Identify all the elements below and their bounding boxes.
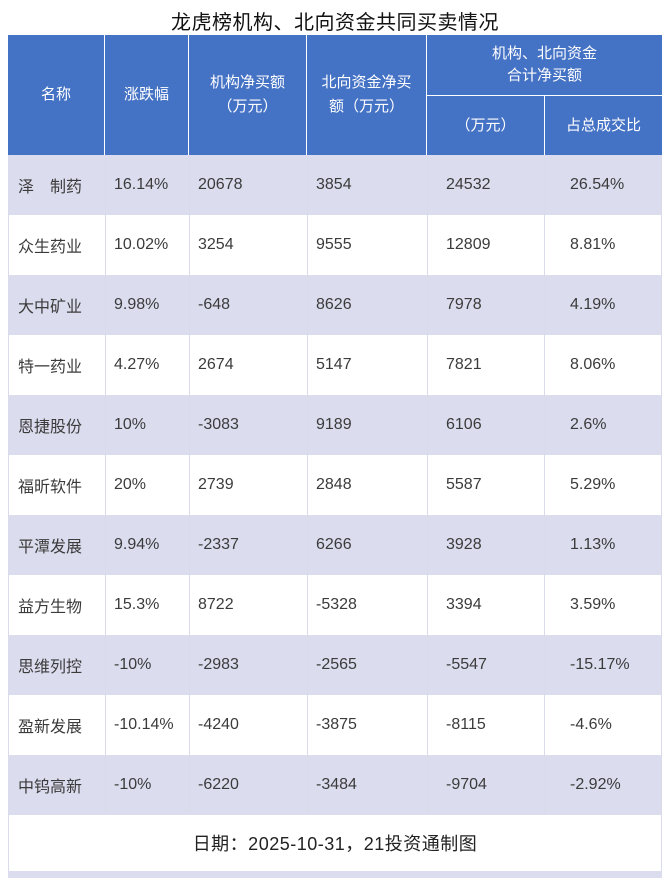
cell-turnover-ratio: 3.59%: [570, 596, 616, 613]
cell-combined-net-buy: 3394: [428, 575, 545, 635]
cell-combined-net-buy: 7821: [428, 335, 545, 395]
cell-institution-net-buy: 3254: [190, 215, 308, 275]
header-combined-net-buy-line2: 合计净买额: [506, 67, 582, 84]
table-row: 福昕软件 20% 2739 2848 5587 5.29%: [8, 455, 662, 515]
header-combined-net-buy-line1: 机构、北向资金: [491, 45, 597, 62]
cell-institution-net-buy: 2674: [190, 335, 308, 395]
cell-change-percent: 10%: [106, 395, 190, 455]
cell-stock-name: 中钨高新: [9, 755, 106, 815]
cell-institution-net-buy: -3083: [190, 395, 308, 455]
header-stock-name: 名称: [8, 35, 105, 155]
cell-institution-net-buy: 8722: [190, 575, 308, 635]
cell-change-percent: 9.98%: [106, 275, 190, 335]
cell-stock-name: 平潭发展: [9, 515, 106, 575]
cell-northbound-net-buy: -5328: [308, 575, 428, 635]
cell-combined-net-buy: -8115: [428, 695, 545, 755]
table-body: 泽 制药 16.14% 20678 3854 24532 26.54% 众生药业…: [8, 155, 662, 815]
cell-northbound-net-buy: -3484: [308, 755, 428, 815]
cell-turnover-ratio: 5.29%: [570, 476, 616, 493]
cell-northbound-net-buy: 2848: [308, 455, 428, 515]
cell-combined-net-buy: -5547: [428, 635, 545, 695]
header-institution-net-buy-line2: （万元）: [217, 98, 278, 115]
cell-turnover-ratio: -2.92%: [570, 776, 621, 793]
cell-institution-net-buy: 2739: [190, 455, 308, 515]
cell-change-percent: 4.27%: [106, 335, 190, 395]
table-footer-note: 日期：2025-10-31，21投资通制图: [8, 815, 662, 871]
cell-turnover-ratio: 2.6%: [570, 416, 607, 433]
cell-northbound-net-buy: -2565: [308, 635, 428, 695]
cell-combined-net-buy: 3928: [428, 515, 545, 575]
cell-institution-net-buy: -648: [190, 275, 308, 335]
cell-institution-net-buy: -2337: [190, 515, 308, 575]
header-combined-amount-unit: （万元）: [455, 116, 516, 134]
cell-northbound-net-buy: 5147: [308, 335, 428, 395]
cell-turnover-ratio: 26.54%: [570, 176, 625, 193]
cell-stock-name: 大中矿业: [9, 275, 106, 335]
table-row: 泽 制药 16.14% 20678 3854 24532 26.54%: [8, 155, 662, 215]
header-change-percent: 涨跌幅: [105, 35, 189, 155]
header-northbound-net-buy: 北向资金净买 额（万元）: [307, 35, 427, 155]
header-institution-net-buy: 机构净买额 （万元）: [189, 35, 307, 155]
cell-stock-name: 福昕软件: [9, 455, 106, 515]
cell-combined-net-buy: 12809: [428, 215, 545, 275]
table-header: 名称 涨跌幅 机构净买额 （万元） 北向资金净买 额（万元） 机构、北向资金 合…: [8, 35, 662, 155]
table-row: 众生药业 10.02% 3254 9555 12809 8.81%: [8, 215, 662, 275]
table-row: 思维列控 -10% -2983 -2565 -5547 -15.17%: [8, 635, 662, 695]
cell-institution-net-buy: -2983: [190, 635, 308, 695]
cell-turnover-ratio: 1.13%: [570, 536, 616, 553]
data-table: 名称 涨跌幅 机构净买额 （万元） 北向资金净买 额（万元） 机构、北向资金 合…: [8, 35, 662, 878]
cell-combined-net-buy: 6106: [428, 395, 545, 455]
header-combined-net-buy: 机构、北向资金 合计净买额: [427, 35, 662, 95]
cell-northbound-net-buy: 6266: [308, 515, 428, 575]
cell-northbound-net-buy: 3854: [308, 155, 428, 215]
cell-stock-name: 益方生物: [9, 575, 106, 635]
cell-northbound-net-buy: 9189: [308, 395, 428, 455]
cell-stock-name: 众生药业: [9, 215, 106, 275]
cell-institution-net-buy: 20678: [190, 155, 308, 215]
table-row: 恩捷股份 10% -3083 9189 6106 2.6%: [8, 395, 662, 455]
cell-change-percent: 15.3%: [106, 575, 190, 635]
cell-combined-net-buy: 5587: [428, 455, 545, 515]
cell-northbound-net-buy: -3875: [308, 695, 428, 755]
table-row: 中钨高新 -10% -6220 -3484 -9704 -2.92%: [8, 755, 662, 815]
header-northbound-net-buy-line1: 北向资金净买: [321, 74, 412, 91]
cell-change-percent: -10%: [106, 635, 190, 695]
cell-stock-name: 特一药业: [9, 335, 106, 395]
table-row: 特一药业 4.27% 2674 5147 7821 8.06%: [8, 335, 662, 395]
cell-change-percent: 9.94%: [106, 515, 190, 575]
cell-stock-name: 盈新发展: [9, 695, 106, 755]
cell-change-percent: -10%: [106, 755, 190, 815]
table-row: 大中矿业 9.98% -648 8626 7978 4.19%: [8, 275, 662, 335]
cell-stock-name: 泽 制药: [9, 155, 106, 215]
cell-turnover-ratio: 4.19%: [570, 296, 616, 313]
header-combined-net-buy-group: 机构、北向资金 合计净买额 （万元） 占总成交比: [427, 35, 662, 155]
header-turnover-ratio: 占总成交比: [544, 96, 662, 155]
cell-turnover-ratio: -4.6%: [570, 716, 612, 733]
cell-change-percent: 16.14%: [106, 155, 190, 215]
cell-stock-name: 恩捷股份: [9, 395, 106, 455]
cell-combined-net-buy: 24532: [428, 155, 545, 215]
cell-northbound-net-buy: 9555: [308, 215, 428, 275]
cell-institution-net-buy: -6220: [190, 755, 308, 815]
cell-change-percent: 10.02%: [106, 215, 190, 275]
cell-turnover-ratio: -15.17%: [570, 656, 630, 673]
cell-combined-net-buy: -9704: [428, 755, 545, 815]
cell-change-percent: 20%: [106, 455, 190, 515]
cell-institution-net-buy: -4240: [190, 695, 308, 755]
header-northbound-net-buy-line2: 额（万元）: [328, 98, 404, 115]
table-row: 平潭发展 9.94% -2337 6266 3928 1.13%: [8, 515, 662, 575]
header-institution-net-buy-line1: 机构净买额: [209, 74, 285, 91]
page-title: 龙虎榜机构、北向资金共同买卖情况: [171, 12, 499, 34]
cell-turnover-ratio: 8.81%: [570, 236, 616, 253]
cell-stock-name: 思维列控: [9, 635, 106, 695]
cell-change-percent: -10.14%: [106, 695, 190, 755]
header-combined-subrow: （万元） 占总成交比: [427, 95, 662, 155]
table-row: 盈新发展 -10.14% -4240 -3875 -8115 -4.6%: [8, 695, 662, 755]
cell-combined-net-buy: 7978: [428, 275, 545, 335]
bottom-strip: [8, 871, 662, 878]
cell-turnover-ratio: 8.06%: [570, 356, 616, 373]
cell-northbound-net-buy: 8626: [308, 275, 428, 335]
table-row: 益方生物 15.3% 8722 -5328 3394 3.59%: [8, 575, 662, 635]
